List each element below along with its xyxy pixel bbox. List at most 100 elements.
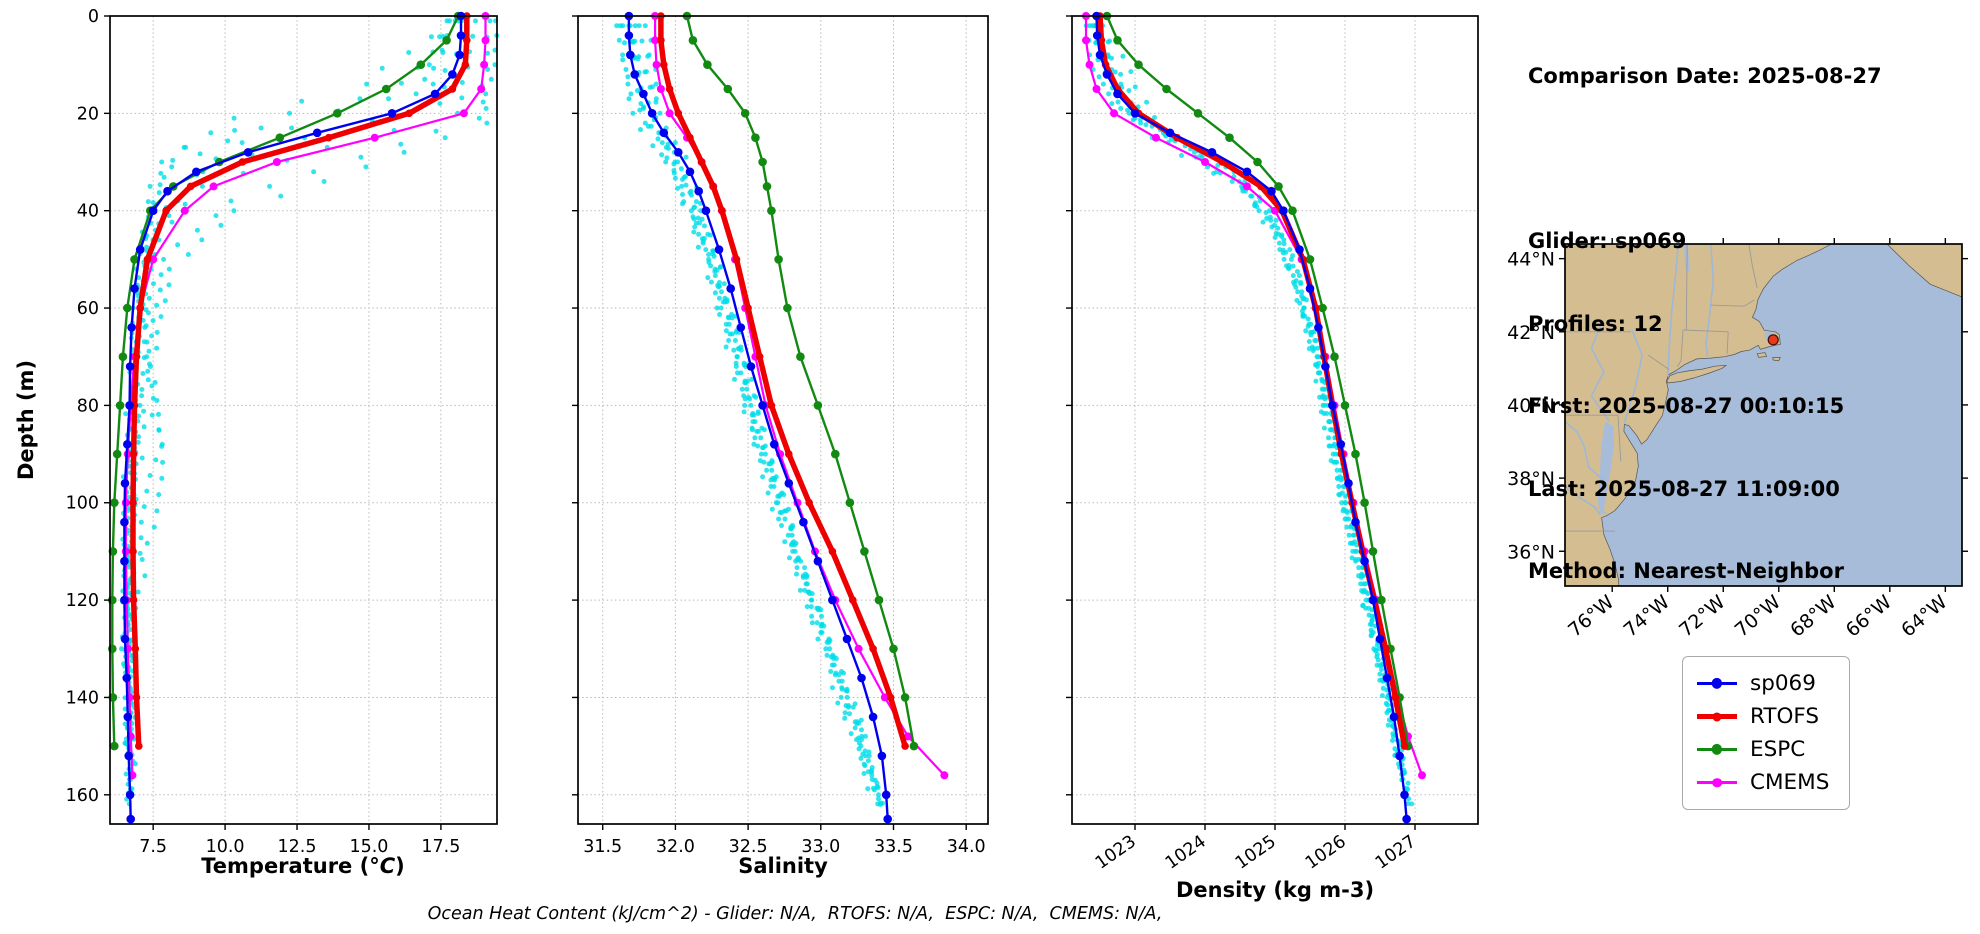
svg-text:20: 20 <box>77 104 99 124</box>
salinity-axis-label: Salinity <box>738 854 828 878</box>
legend-item-rtofs: RTOFS <box>1697 700 1829 733</box>
y-axis-label: Depth (m) <box>14 359 38 481</box>
glider-name-text: Glider: sp069 <box>1528 229 1687 253</box>
legend-line-sample <box>1697 744 1737 755</box>
legend-marker-dot <box>1711 678 1723 689</box>
legend-item-espc: ESPC <box>1697 733 1829 766</box>
temperature-axis-label-close: ) <box>395 854 405 878</box>
series-cmems-salinity <box>651 12 949 780</box>
legend-marker-dot <box>1712 711 1722 722</box>
svg-text:80: 80 <box>77 396 99 416</box>
comparison-date-text: Comparison Date: 2025-08-27 <box>1528 64 1882 88</box>
svg-text:38°N: 38°N <box>1507 468 1555 490</box>
legend: sp069 RTOFS ESPC CMEMS <box>1682 656 1851 810</box>
svg-text:32.5: 32.5 <box>729 837 768 857</box>
svg-text:33.5: 33.5 <box>874 837 913 857</box>
legend-label: ESPC <box>1750 737 1806 762</box>
series-sp069-salinity <box>624 11 892 824</box>
panel-salinity: 31.5 32.0 32.5 33.0 33.5 34.0 <box>572 11 989 857</box>
svg-text:15.0: 15.0 <box>349 837 388 857</box>
map-land-nova-scotia <box>1886 244 1962 298</box>
density-axis-label: Density (kg m-3) <box>1175 878 1375 902</box>
svg-text:34.0: 34.0 <box>947 837 986 857</box>
legend-line-sample <box>1697 711 1737 722</box>
svg-text:1024: 1024 <box>1162 832 1210 874</box>
series-cmems-density <box>1082 12 1426 780</box>
legend-label: CMEMS <box>1750 770 1830 795</box>
svg-text:33.0: 33.0 <box>801 837 840 857</box>
svg-text:12.5: 12.5 <box>278 837 317 857</box>
location-map: 76°W 74°W 72°W 70°W 68°W 66°W 64°W44°N42°N40°N… <box>1507 238 1968 642</box>
svg-text:7.5: 7.5 <box>139 837 167 857</box>
glider-location-marker <box>1767 334 1779 346</box>
svg-text:36°N: 36°N <box>1507 541 1555 563</box>
legend-label: sp069 <box>1750 671 1816 696</box>
map-land-nantucket <box>1772 357 1781 362</box>
svg-text:17.5: 17.5 <box>421 837 460 857</box>
legend-line-sample <box>1697 678 1737 689</box>
svg-text:0: 0 <box>88 7 99 27</box>
svg-text:40: 40 <box>77 202 99 222</box>
glider-scatter-density <box>1083 23 1415 807</box>
svg-text:1026: 1026 <box>1302 832 1350 874</box>
svg-text:64°W: 64°W <box>1897 591 1951 642</box>
map-river-susquehanna <box>1590 320 1611 422</box>
legend-line-sample <box>1697 777 1737 788</box>
svg-text:1027: 1027 <box>1372 832 1420 874</box>
map-border-nj-ny <box>1648 354 1670 370</box>
map-border-ny-vt <box>1685 244 1688 331</box>
map-river-james <box>1565 486 1602 516</box>
svg-text:1023: 1023 <box>1092 832 1140 874</box>
series-espc-density <box>1102 11 1413 751</box>
svg-text:42°N: 42°N <box>1507 322 1555 344</box>
series-espc-temperature <box>108 11 463 751</box>
svg-text:44°N: 44°N <box>1507 249 1555 271</box>
map-border-ma-nh <box>1710 299 1755 307</box>
info-spacer <box>1528 146 1882 174</box>
map-river-delaware <box>1623 329 1644 424</box>
map-river-hudson <box>1666 244 1680 377</box>
map-water-chesapeake-bay <box>1597 421 1614 515</box>
svg-text:40°N: 40°N <box>1507 395 1555 417</box>
ocean-heat-content-caption: Ocean Heat Content (kJ/cm^2) - Glider: N… <box>427 904 1163 924</box>
temperature-axis-label-text: Temperature ( <box>201 854 370 878</box>
map-border-ct-ny <box>1677 329 1684 367</box>
map-border-md-de <box>1617 415 1622 462</box>
legend-item-cmems: CMEMS <box>1697 766 1829 799</box>
map-land-long-island <box>1666 364 1728 384</box>
series-rtofs-salinity <box>657 12 909 750</box>
svg-text:60: 60 <box>77 299 99 319</box>
svg-text:10.0: 10.0 <box>206 837 245 857</box>
glider-scatter-salinity <box>614 23 885 807</box>
first-profile-time-text: First: 2025-08-27 00:10:15 <box>1528 394 1845 418</box>
svg-text:120: 120 <box>66 591 99 611</box>
map-river-potomac <box>1565 420 1604 481</box>
svg-text:140: 140 <box>66 688 99 708</box>
method-text: Method: Nearest-Neighbor <box>1528 559 1844 583</box>
svg-text:1025: 1025 <box>1232 832 1280 874</box>
temperature-axis-label: Temperature (°C) <box>201 854 405 878</box>
series-sp069-density <box>1092 11 1411 824</box>
svg-text:32.0: 32.0 <box>656 837 695 857</box>
temperature-axis-unit: °C <box>369 854 396 878</box>
series-sp069-temperature <box>120 11 466 824</box>
svg-text:31.5: 31.5 <box>583 837 622 857</box>
legend-item-sp069: sp069 <box>1697 667 1829 700</box>
series-espc-salinity <box>682 11 919 751</box>
glider-scatter-temperature <box>119 18 500 807</box>
legend-marker-dot <box>1712 777 1722 788</box>
svg-text:160: 160 <box>66 786 99 806</box>
legend-marker-dot <box>1711 744 1723 755</box>
map-border-ri-ct <box>1726 331 1729 354</box>
series-rtofs-temperature <box>129 12 471 750</box>
panel-density: 1023 1024 1025 1026 1027 <box>1066 11 1479 874</box>
panel-temperature: 7.5 10.0 12.5 15.0 17.5 0 20 40 60 80 100 120 140 160 <box>66 7 500 857</box>
map-land-marthas-vineyard <box>1756 352 1768 358</box>
map-border-ma-south <box>1682 329 1729 333</box>
legend-label: RTOFS <box>1750 704 1820 729</box>
svg-text:100: 100 <box>66 494 99 514</box>
profiles-count-text: Profiles: 12 <box>1528 311 1663 336</box>
map-river-connecticut <box>1705 244 1715 359</box>
comparison-info-block: Comparison Date: 2025-08-27 Glider: sp06… <box>1528 8 1882 641</box>
